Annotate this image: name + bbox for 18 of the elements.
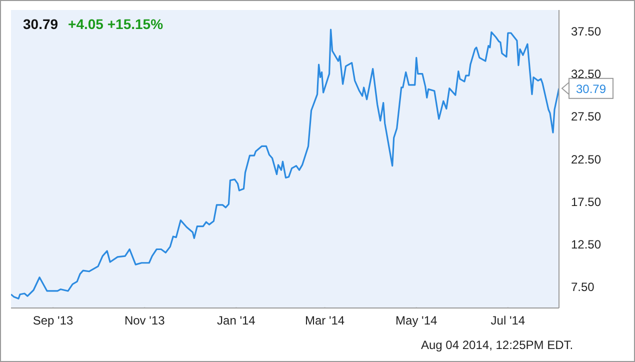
x-tick-label: May '14 xyxy=(396,314,438,328)
y-tick-label: 32.50 xyxy=(571,67,602,82)
y-tick-label: 7.50 xyxy=(571,280,595,294)
annotation: 30.79 xyxy=(576,82,606,96)
x-tick-label: Jul '14 xyxy=(490,314,526,328)
y-tick-label: 22.50 xyxy=(571,152,602,166)
chart-subtitle: +4.05 +15.15% xyxy=(68,16,164,32)
y-tick-label: 27.50 xyxy=(571,110,602,124)
x-tick-label: Jan '14 xyxy=(217,314,256,328)
y-tick-label: 12.50 xyxy=(571,237,602,252)
x-tick-label: Mar '14 xyxy=(304,314,345,328)
chart-title: 30.79 xyxy=(23,16,58,32)
y-tick-label: 17.50 xyxy=(571,194,602,209)
text: Aug 04 2014, 12:25PM EDT. xyxy=(421,338,574,352)
line-series xyxy=(11,28,559,300)
y-tick-label: 37.50 xyxy=(571,24,602,39)
x-tick-label: Sep '13 xyxy=(32,314,74,328)
x-tick-label: Nov '13 xyxy=(124,314,166,328)
